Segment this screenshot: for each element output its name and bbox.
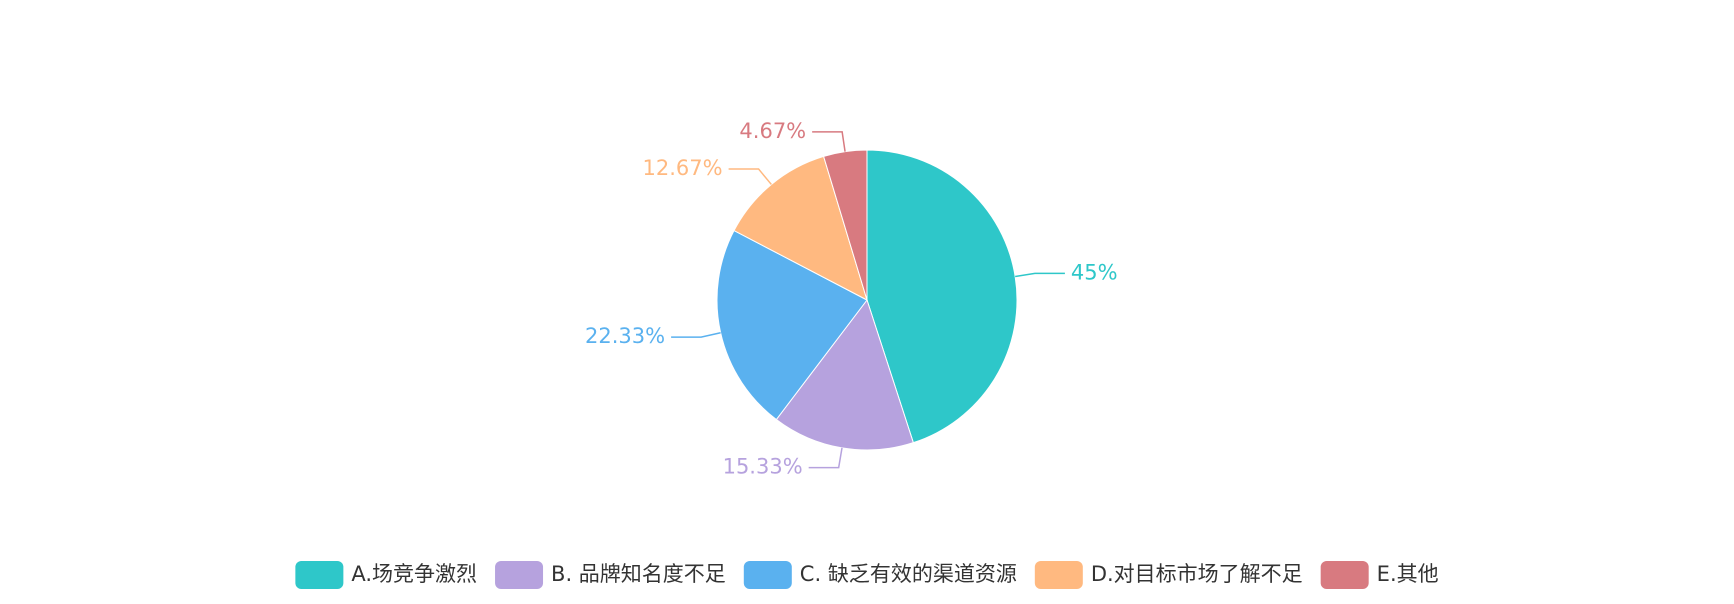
legend-item-d[interactable]: D.对目标市场了解不足 bbox=[1034, 561, 1303, 589]
legend-swatch bbox=[1034, 561, 1083, 589]
legend-label: A.场竞争激烈 bbox=[351, 562, 477, 586]
legend-label: C. 缺乏有效的渠道资源 bbox=[800, 562, 1017, 586]
legend-swatch bbox=[495, 561, 544, 589]
pie-slice-e[interactable] bbox=[822, 149, 868, 301]
legend-item-c[interactable]: C. 缺乏有效的渠道资源 bbox=[743, 561, 1017, 589]
data-label-d: 12.67% bbox=[643, 156, 723, 180]
legend-swatch bbox=[1320, 561, 1369, 589]
data-label-a: 45% bbox=[1071, 260, 1118, 284]
legend-item-a[interactable]: A.场竞争激烈 bbox=[295, 561, 477, 589]
data-label-c: 22.33% bbox=[585, 324, 665, 348]
leader-line-c bbox=[671, 332, 721, 338]
pie-slices bbox=[716, 149, 1018, 451]
legend-swatch bbox=[743, 561, 792, 589]
leader-line-e bbox=[812, 131, 846, 152]
legend-label: D.对目标市场了解不足 bbox=[1091, 562, 1303, 586]
legend-swatch bbox=[295, 561, 344, 589]
pie-slice-b[interactable] bbox=[775, 298, 914, 451]
pie-slice-d[interactable] bbox=[733, 155, 868, 301]
data-label-e: 4.67% bbox=[739, 119, 806, 143]
label-leader-lines bbox=[671, 131, 1065, 469]
legend: A.场竞争激烈 B. 品牌知名度不足 C. 缺乏有效的渠道资源 D.对目标市场了解不足… bbox=[295, 561, 1439, 589]
data-labels: 45% 15.33% 22.33% 12.67% 4.67% bbox=[585, 119, 1118, 479]
legend-item-e[interactable]: E.其他 bbox=[1320, 561, 1439, 589]
leader-line-a bbox=[1015, 272, 1065, 278]
data-label-b: 15.33% bbox=[723, 455, 803, 479]
legend-item-b[interactable]: B. 品牌知名度不足 bbox=[495, 561, 726, 589]
legend-label: E.其他 bbox=[1377, 562, 1439, 586]
pie-slice-c[interactable] bbox=[716, 229, 868, 421]
legend-label: B. 品牌知名度不足 bbox=[551, 562, 726, 586]
leader-line-d bbox=[728, 168, 772, 185]
leader-line-b bbox=[808, 447, 843, 469]
